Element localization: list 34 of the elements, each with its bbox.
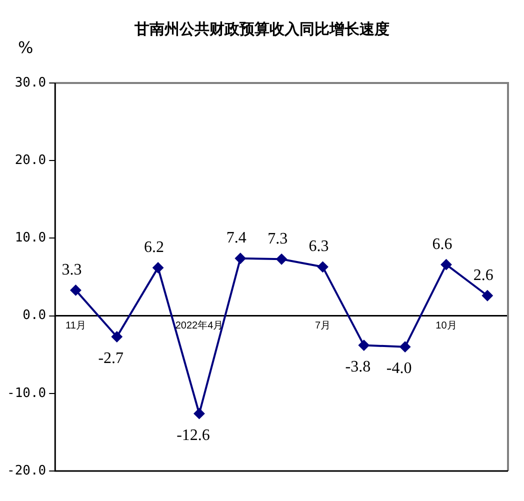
point (482, 290, 493, 302)
data-label: 3.3 (62, 261, 82, 278)
point (70, 284, 82, 296)
x-tick-label: 2022年4月 (175, 320, 224, 332)
x-tick-label: 7月 (314, 320, 331, 332)
y-tick-label: 30.0 (14, 75, 46, 90)
chart-title: 甘南州公共财政预算收入同比增长速度 (134, 20, 390, 39)
point (152, 262, 164, 274)
point (358, 340, 370, 351)
y-tick-label: -10.0 (6, 386, 46, 401)
x-tick-label: 11月 (66, 320, 86, 332)
y-tick-label: 10.0 (14, 230, 46, 246)
y-axis-title: % (18, 38, 34, 57)
data-label: -12.6 (176, 426, 210, 444)
data-label: 7.4 (226, 230, 246, 247)
data-label: 6.3 (308, 238, 329, 256)
y-tick-label: 0.0 (22, 308, 46, 324)
x-tick-label: 10月 (436, 320, 457, 332)
point (400, 341, 411, 352)
point (440, 259, 452, 270)
data-label: -3.8 (345, 358, 371, 376)
point (194, 408, 205, 420)
y-tick-label: 20.0 (14, 152, 46, 168)
data-label: 2.6 (473, 266, 494, 284)
y-tick-label: -20.0 (6, 463, 46, 478)
point (317, 261, 328, 272)
point (111, 331, 122, 342)
point (234, 252, 246, 264)
data-label: 6.2 (144, 238, 164, 256)
data-label: -4.0 (386, 360, 412, 378)
point (276, 254, 288, 265)
data-label: 6.6 (432, 236, 452, 253)
data-label: -2.7 (98, 350, 124, 367)
data-label: 7.3 (268, 230, 288, 248)
